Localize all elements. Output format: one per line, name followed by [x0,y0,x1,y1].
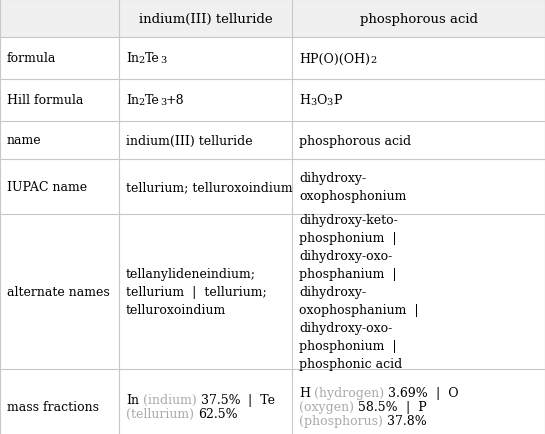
Text: 37.8%: 37.8% [387,414,427,427]
Text: phosphorous acid: phosphorous acid [299,134,411,147]
Text: 2: 2 [139,56,145,65]
Text: 58.5%: 58.5% [358,400,398,413]
Text: 3: 3 [327,98,333,107]
Text: 2: 2 [139,98,145,107]
Text: (phosphorus): (phosphorus) [299,414,387,427]
Text: IUPAC name: IUPAC name [7,181,87,194]
Text: Te: Te [145,53,160,66]
Text: In: In [126,53,139,66]
Text: P: P [333,94,342,107]
Text: indium(III) telluride: indium(III) telluride [126,134,252,147]
Text: Te: Te [145,94,160,107]
Text: 62.5%: 62.5% [198,407,238,420]
Text: H: H [299,94,310,107]
Text: O: O [316,94,327,107]
Text: dihydroxy-
oxophosphonium: dihydroxy- oxophosphonium [299,171,407,203]
Text: 3: 3 [160,98,166,107]
Text: 2: 2 [370,56,377,65]
Text: In: In [126,393,139,406]
Text: tellurium; telluroxoindium: tellurium; telluroxoindium [126,181,293,194]
Text: dihydroxy-keto-
phosphonium  |
dihydroxy-oxo-
phosphanium  |
dihydroxy-
oxophosp: dihydroxy-keto- phosphonium | dihydroxy-… [299,214,419,370]
Text: 3: 3 [310,98,316,107]
Text: (hydrogen): (hydrogen) [310,386,388,399]
Text: tellanylideneindium;
tellurium  |  tellurium;
telluroxoindium: tellanylideneindium; tellurium | telluri… [126,267,267,316]
Text: 3: 3 [160,56,166,65]
Text: In: In [126,94,139,107]
Text: (tellurium): (tellurium) [126,407,198,420]
Text: |  Te: | Te [240,393,275,406]
Text: 3.69%: 3.69% [388,386,428,399]
Text: formula: formula [7,53,56,66]
Text: alternate names: alternate names [7,285,110,298]
Text: (indium): (indium) [139,393,201,406]
Text: phosphorous acid: phosphorous acid [360,13,477,26]
Text: 37.5%: 37.5% [201,393,240,406]
Bar [0,0,545,38]
Text: +8: +8 [166,94,185,107]
Text: (oxygen): (oxygen) [299,400,358,413]
Text: H: H [299,386,310,399]
Text: HP(O)(OH): HP(O)(OH) [299,53,370,66]
Text: |  O: | O [428,386,459,399]
Text: name: name [7,134,41,147]
Text: |  P: | P [398,400,427,413]
Text: Hill formula: Hill formula [7,94,83,107]
Text: mass fractions: mass fractions [7,400,99,413]
Text: indium(III) telluride: indium(III) telluride [138,13,272,26]
